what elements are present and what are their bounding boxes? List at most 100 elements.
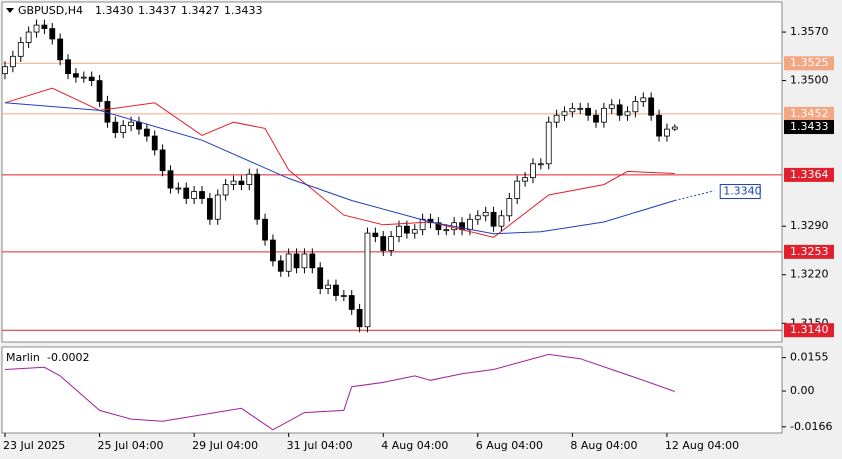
candle-body — [309, 253, 316, 269]
candle-body — [380, 236, 387, 251]
price-panel — [1, 1, 783, 343]
candle-body — [522, 177, 528, 182]
indicator-line — [4, 102, 675, 235]
candle-body — [419, 218, 426, 231]
candle-body — [656, 114, 662, 137]
indicator-title: Marlin — [6, 351, 40, 364]
indicator-value: -0.0002 — [47, 351, 89, 364]
candle-body — [159, 149, 166, 172]
x-tick-label: 31 Jul 04:00 — [287, 439, 353, 452]
last-price-label: 1.3433 — [790, 120, 829, 133]
candle-body — [2, 66, 8, 75]
candle-body — [128, 121, 134, 127]
x-tick-label: 6 Aug 04:00 — [476, 439, 543, 452]
candle-body — [285, 253, 292, 272]
level-badge — [784, 167, 834, 182]
candle-body — [593, 114, 599, 123]
menu-arrow[interactable] — [6, 8, 14, 13]
candle-body — [569, 107, 576, 113]
level-badge — [784, 56, 834, 71]
candle-body — [348, 295, 355, 310]
candle-body — [175, 187, 182, 190]
level-label: 1.3525 — [790, 56, 829, 69]
x-tick-label: 8 Aug 04:00 — [570, 439, 637, 452]
level-badge — [784, 106, 834, 121]
chart-title: GBPUSD,H4 — [18, 4, 83, 17]
candle-body — [73, 73, 79, 78]
candle-body — [143, 128, 150, 137]
candle-body — [490, 211, 497, 227]
candle-body — [482, 211, 489, 217]
indicator-panel — [1, 346, 783, 434]
candle-body — [270, 239, 276, 262]
candle-body — [585, 107, 592, 116]
candle-body — [435, 222, 442, 231]
candle-body — [183, 187, 190, 199]
y-tick-label: 0.00 — [790, 384, 815, 397]
level-label: 1.3140 — [790, 323, 829, 336]
candle-body — [57, 38, 64, 61]
x-tick-label: 4 Aug 04:00 — [381, 439, 448, 452]
candle-body — [151, 135, 158, 151]
candle-body — [443, 229, 450, 232]
annotation-box — [719, 184, 761, 200]
candle-body — [403, 225, 410, 234]
candle-body — [664, 128, 670, 137]
candle-body — [333, 284, 339, 296]
candle-body — [25, 31, 32, 43]
candle-body — [191, 191, 198, 199]
candle-body — [553, 114, 560, 123]
indicator-line — [4, 87, 675, 238]
candle-body — [474, 215, 481, 220]
candle-body — [96, 80, 103, 102]
candle-body — [530, 163, 536, 179]
candle-body — [317, 267, 324, 290]
level-badge — [784, 244, 834, 259]
candle-body — [545, 121, 552, 165]
candle-body — [88, 76, 95, 81]
x-tick-label: 29 Jul 04:00 — [192, 439, 258, 452]
candle-body — [600, 107, 607, 123]
candle-body — [246, 173, 253, 185]
y-tick-label: 1.3570 — [790, 25, 829, 38]
candle-body — [577, 107, 584, 110]
candle-body — [293, 253, 300, 269]
candle-body — [33, 24, 40, 33]
x-tick-label: 23 Jul 2025 — [3, 439, 65, 452]
x-tick-label: 25 Jul 04:00 — [98, 439, 164, 452]
candle-body — [648, 97, 655, 116]
candle-body — [206, 198, 213, 220]
y-tick-label: 1.3500 — [790, 74, 829, 87]
candle-body — [222, 184, 229, 196]
level-badge — [784, 323, 834, 338]
marlin-line — [4, 353, 675, 431]
candle-body — [254, 173, 261, 220]
candle-body — [167, 170, 174, 189]
candle-body — [340, 295, 347, 297]
candle-body — [136, 121, 142, 130]
candle-body — [277, 260, 284, 272]
candle-body — [498, 215, 505, 227]
candle-body — [120, 125, 127, 133]
candle-body — [356, 309, 363, 328]
high-label: 1.3437 — [138, 4, 177, 17]
candle-body — [467, 218, 473, 231]
candle-body — [112, 121, 119, 133]
candle-body — [65, 59, 71, 75]
level-label: 1.3364 — [790, 168, 829, 181]
candle-body — [616, 104, 623, 116]
candle-body — [514, 180, 521, 199]
open-label: 1.3430 — [95, 4, 134, 17]
candle-body — [80, 76, 87, 79]
candle-body — [396, 225, 402, 238]
candle-body — [372, 232, 379, 238]
annotation-label: 1.3340 — [723, 185, 762, 198]
candle-body — [632, 100, 639, 113]
candle-body — [9, 55, 16, 68]
candle-body — [199, 191, 205, 199]
candle-body — [671, 126, 678, 130]
candle-body — [640, 97, 647, 102]
close-label: 1.3433 — [224, 4, 263, 17]
candle-body — [624, 111, 631, 116]
